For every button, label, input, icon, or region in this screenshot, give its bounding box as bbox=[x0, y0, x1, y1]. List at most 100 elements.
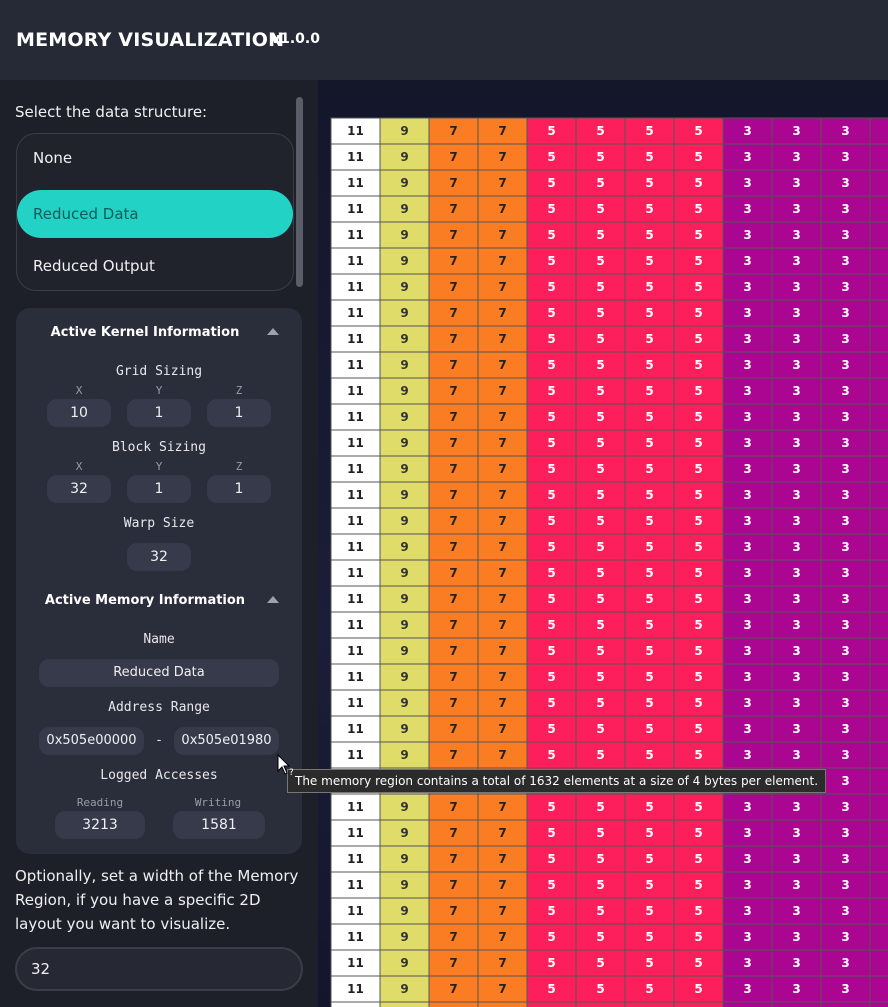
memory-cell[interactable] bbox=[869, 845, 888, 873]
memory-cell[interactable] bbox=[820, 455, 871, 483]
memory-cell[interactable] bbox=[379, 455, 430, 483]
memory-cell[interactable] bbox=[771, 455, 822, 483]
memory-cell[interactable] bbox=[624, 403, 675, 431]
memory-cell[interactable] bbox=[428, 507, 479, 535]
memory-cell[interactable] bbox=[771, 533, 822, 561]
memory-cell[interactable] bbox=[820, 923, 871, 951]
memory-cell[interactable] bbox=[477, 1001, 528, 1007]
memory-cell[interactable] bbox=[869, 793, 888, 821]
memory-cell[interactable] bbox=[428, 247, 479, 275]
memory-cell[interactable] bbox=[526, 507, 577, 535]
memory-cell[interactable] bbox=[820, 559, 871, 587]
memory-cell[interactable] bbox=[428, 481, 479, 509]
memory-cell[interactable] bbox=[869, 637, 888, 665]
memory-cell[interactable] bbox=[330, 221, 381, 249]
memory-cell[interactable] bbox=[673, 949, 724, 977]
memory-cell[interactable] bbox=[575, 689, 626, 717]
memory-cell[interactable] bbox=[575, 221, 626, 249]
memory-cell[interactable] bbox=[673, 169, 724, 197]
memory-cell[interactable] bbox=[526, 455, 577, 483]
memory-cell[interactable] bbox=[820, 403, 871, 431]
memory-cell[interactable] bbox=[624, 1001, 675, 1007]
memory-cell[interactable] bbox=[428, 923, 479, 951]
memory-cell[interactable] bbox=[869, 143, 888, 171]
memory-cell[interactable] bbox=[869, 273, 888, 301]
memory-cell[interactable] bbox=[428, 377, 479, 405]
memory-cell[interactable] bbox=[526, 377, 577, 405]
memory-cell[interactable] bbox=[722, 819, 773, 847]
memory-cell[interactable] bbox=[526, 793, 577, 821]
memory-cell[interactable] bbox=[820, 507, 871, 535]
memory-cell[interactable] bbox=[771, 741, 822, 769]
memory-cell[interactable] bbox=[477, 897, 528, 925]
memory-cell[interactable] bbox=[722, 897, 773, 925]
memory-cell[interactable] bbox=[526, 169, 577, 197]
memory-cell[interactable] bbox=[771, 351, 822, 379]
memory-cell[interactable] bbox=[477, 169, 528, 197]
memory-cell[interactable] bbox=[575, 273, 626, 301]
memory-cell[interactable] bbox=[820, 325, 871, 353]
memory-cell[interactable] bbox=[379, 611, 430, 639]
memory-cell[interactable] bbox=[526, 663, 577, 691]
memory-cell[interactable] bbox=[820, 169, 871, 197]
memory-cell[interactable] bbox=[820, 247, 871, 275]
memory-cell[interactable] bbox=[722, 481, 773, 509]
structure-option-none[interactable]: None bbox=[33, 149, 73, 167]
memory-cell[interactable] bbox=[575, 975, 626, 1003]
memory-cell[interactable] bbox=[330, 663, 381, 691]
memory-cell[interactable] bbox=[673, 585, 724, 613]
memory-cell[interactable] bbox=[722, 611, 773, 639]
memory-cell[interactable] bbox=[673, 455, 724, 483]
memory-cell[interactable] bbox=[869, 169, 888, 197]
memory-cell[interactable] bbox=[624, 481, 675, 509]
collapse-caret-icon[interactable] bbox=[267, 328, 279, 335]
memory-cell[interactable] bbox=[869, 715, 888, 743]
memory-cell[interactable] bbox=[330, 481, 381, 509]
memory-cell[interactable] bbox=[673, 507, 724, 535]
memory-cell[interactable] bbox=[771, 299, 822, 327]
memory-cell[interactable] bbox=[771, 507, 822, 535]
memory-cell[interactable] bbox=[624, 611, 675, 639]
memory-cell[interactable] bbox=[722, 1001, 773, 1007]
memory-cell[interactable] bbox=[722, 741, 773, 769]
width-input[interactable]: 32 bbox=[15, 947, 303, 991]
memory-cell[interactable] bbox=[771, 1001, 822, 1007]
memory-cell[interactable] bbox=[526, 143, 577, 171]
memory-cell[interactable] bbox=[869, 923, 888, 951]
memory-cell[interactable] bbox=[722, 533, 773, 561]
memory-cell[interactable] bbox=[330, 637, 381, 665]
memory-grid[interactable]: 11 9 7 7 5 5 5 5 3 3 3 3 11 9 7 7 5 5 5 5 3 3 3 3 11 9 7 7 5 5 5 5 3 3 3 3 1… bbox=[330, 117, 888, 1007]
memory-cell[interactable] bbox=[869, 689, 888, 717]
memory-cell[interactable] bbox=[575, 325, 626, 353]
memory-cell[interactable] bbox=[722, 793, 773, 821]
memory-cell[interactable] bbox=[771, 611, 822, 639]
memory-cell[interactable] bbox=[771, 819, 822, 847]
memory-cell[interactable] bbox=[673, 325, 724, 353]
memory-cell[interactable] bbox=[820, 715, 871, 743]
memory-cell[interactable] bbox=[771, 143, 822, 171]
memory-cell[interactable] bbox=[869, 221, 888, 249]
memory-cell[interactable] bbox=[526, 871, 577, 899]
memory-cell[interactable] bbox=[624, 273, 675, 301]
memory-cell[interactable] bbox=[526, 351, 577, 379]
memory-cell[interactable] bbox=[869, 481, 888, 509]
memory-cell[interactable] bbox=[477, 845, 528, 873]
memory-cell[interactable] bbox=[869, 247, 888, 275]
memory-cell[interactable] bbox=[477, 949, 528, 977]
memory-cell[interactable] bbox=[820, 117, 871, 145]
memory-cell[interactable] bbox=[820, 637, 871, 665]
memory-cell[interactable] bbox=[379, 819, 430, 847]
memory-cell[interactable] bbox=[673, 299, 724, 327]
memory-cell[interactable] bbox=[477, 741, 528, 769]
memory-cell[interactable] bbox=[820, 429, 871, 457]
memory-cell[interactable] bbox=[330, 429, 381, 457]
memory-cell[interactable] bbox=[869, 663, 888, 691]
memory-cell[interactable] bbox=[575, 611, 626, 639]
memory-cell[interactable] bbox=[869, 325, 888, 353]
memory-cell[interactable] bbox=[428, 845, 479, 873]
memory-cell[interactable] bbox=[869, 403, 888, 431]
memory-cell[interactable] bbox=[624, 299, 675, 327]
memory-cell[interactable] bbox=[330, 1001, 381, 1007]
memory-cell[interactable] bbox=[379, 559, 430, 587]
memory-cell[interactable] bbox=[526, 1001, 577, 1007]
